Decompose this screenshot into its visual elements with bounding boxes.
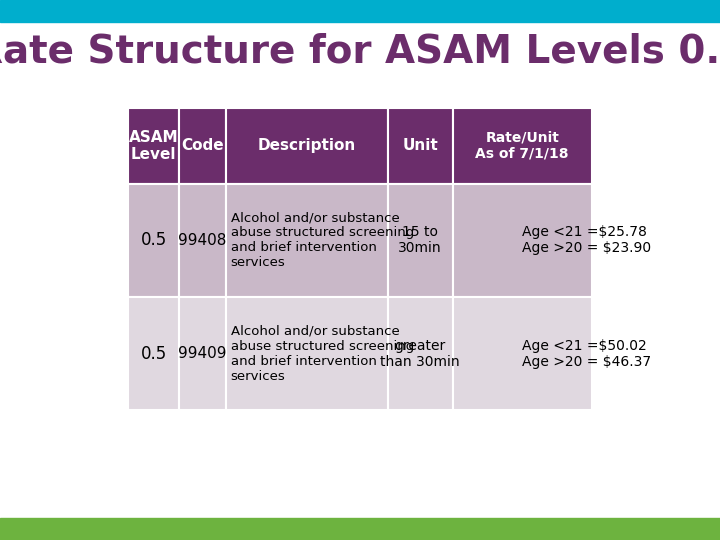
Bar bbox=[388, 184, 453, 297]
Text: Age <21 =$25.78
Age >20 = $23.90: Age <21 =$25.78 Age >20 = $23.90 bbox=[522, 225, 652, 255]
Bar bbox=[388, 108, 453, 184]
Text: 15 to
30min: 15 to 30min bbox=[398, 225, 442, 255]
Text: Rate/Unit
As of 7/1/18: Rate/Unit As of 7/1/18 bbox=[475, 131, 569, 161]
Text: Unit: Unit bbox=[402, 138, 438, 153]
Bar bbox=[453, 184, 592, 297]
Bar bbox=[128, 184, 179, 297]
Text: ARTS: ARTS bbox=[138, 517, 179, 531]
Text: 99408: 99408 bbox=[179, 233, 227, 248]
Bar bbox=[225, 184, 388, 297]
Bar bbox=[179, 297, 225, 410]
Text: greater
than 30min: greater than 30min bbox=[380, 339, 460, 369]
Bar bbox=[453, 297, 592, 410]
Text: 0.5: 0.5 bbox=[140, 231, 167, 249]
Bar bbox=[453, 108, 592, 184]
Text: Description: Description bbox=[258, 138, 356, 153]
Text: ASAM
Level: ASAM Level bbox=[129, 130, 179, 162]
Text: 0.5: 0.5 bbox=[140, 345, 167, 363]
Text: Age <21 =$50.02
Age >20 = $46.37: Age <21 =$50.02 Age >20 = $46.37 bbox=[522, 339, 652, 369]
Text: Alcohol and/or substance
abuse structured screening
and brief intervention
servi: Alcohol and/or substance abuse structure… bbox=[230, 211, 414, 269]
Bar bbox=[179, 184, 225, 297]
Text: Alcohol and/or substance
abuse structured screening
and brief intervention
servi: Alcohol and/or substance abuse structure… bbox=[230, 325, 414, 383]
Text: DMAS: DMAS bbox=[536, 517, 582, 531]
Bar bbox=[388, 297, 453, 410]
Bar bbox=[179, 108, 225, 184]
Bar bbox=[128, 108, 179, 184]
Bar bbox=[128, 297, 179, 410]
Text: 99409: 99409 bbox=[178, 346, 227, 361]
Text: Code: Code bbox=[181, 138, 224, 153]
Bar bbox=[225, 297, 388, 410]
Text: Rate Structure for ASAM Levels 0.5: Rate Structure for ASAM Levels 0.5 bbox=[0, 32, 720, 70]
Bar bbox=[225, 108, 388, 184]
